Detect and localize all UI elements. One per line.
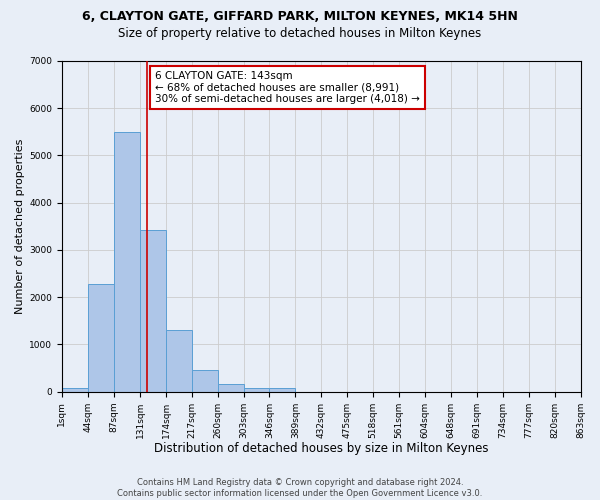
Text: Contains HM Land Registry data © Crown copyright and database right 2024.
Contai: Contains HM Land Registry data © Crown c…: [118, 478, 482, 498]
Bar: [192, 370, 218, 392]
Bar: [88, 284, 113, 392]
Bar: [166, 330, 192, 392]
Text: 6, CLAYTON GATE, GIFFARD PARK, MILTON KEYNES, MK14 5HN: 6, CLAYTON GATE, GIFFARD PARK, MILTON KE…: [82, 10, 518, 23]
Bar: [140, 230, 166, 392]
Bar: [269, 388, 295, 392]
Y-axis label: Number of detached properties: Number of detached properties: [15, 138, 25, 314]
Text: Size of property relative to detached houses in Milton Keynes: Size of property relative to detached ho…: [118, 28, 482, 40]
X-axis label: Distribution of detached houses by size in Milton Keynes: Distribution of detached houses by size …: [154, 442, 488, 455]
Bar: [218, 384, 244, 392]
Bar: [62, 388, 88, 392]
Bar: [113, 132, 140, 392]
Bar: [244, 388, 269, 392]
Text: 6 CLAYTON GATE: 143sqm
← 68% of detached houses are smaller (8,991)
30% of semi-: 6 CLAYTON GATE: 143sqm ← 68% of detached…: [155, 71, 420, 104]
